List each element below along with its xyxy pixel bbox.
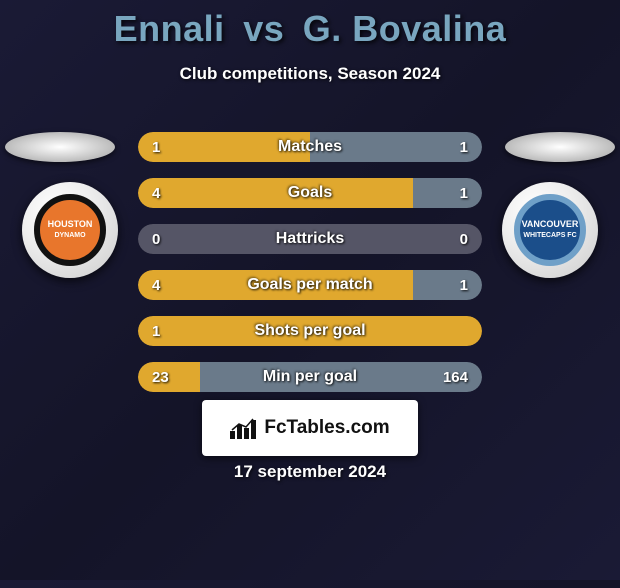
stat-row: 1Shots per goal [138,316,482,346]
team2-subname: WHITECAPS FC [523,232,576,240]
brand-bars-icon [230,417,258,439]
team2-badge-inner: VANCOUVER WHITECAPS FC [514,194,586,266]
team2-name: VANCOUVER [522,220,579,230]
stat-row: 41Goals per match [138,270,482,300]
vs-label: vs [243,8,284,49]
stat-bar-left [138,270,413,300]
stat-bar-right [310,132,482,162]
stat-row: 23164Min per goal [138,362,482,392]
team1-badge: HOUSTON DYNAMO [22,182,118,278]
brand-text: FcTables.com [264,417,389,439]
player1-platform-ellipse [5,132,115,162]
team1-name: HOUSTON [48,220,93,230]
stat-row: 00Hattricks [138,224,482,254]
player2-platform-ellipse [505,132,615,162]
comparison-title: Ennali vs G. Bovalina [0,8,620,50]
subtitle: Club competitions, Season 2024 [0,64,620,84]
stat-bar-left [138,316,482,346]
player2-name: G. Bovalina [303,8,507,49]
stat-bar-left [138,362,200,392]
brand-box: FcTables.com [202,400,418,456]
team1-subname: DYNAMO [54,232,85,240]
stat-row: 11Matches [138,132,482,162]
stat-bar-left [138,178,413,208]
stat-bar-neutral [138,224,482,254]
stat-bar-right [413,178,482,208]
team2-badge: VANCOUVER WHITECAPS FC [502,182,598,278]
stat-bar-right [413,270,482,300]
stat-bar-right [200,362,482,392]
date-text: 17 september 2024 [0,462,620,482]
team1-badge-inner: HOUSTON DYNAMO [34,194,106,266]
stat-bar-left [138,132,310,162]
comparison-bars: 11Matches 41Goals 00Hattricks 41Goals per m… [138,132,482,392]
player1-name: Ennali [114,8,225,49]
stat-row: 41Goals [138,178,482,208]
